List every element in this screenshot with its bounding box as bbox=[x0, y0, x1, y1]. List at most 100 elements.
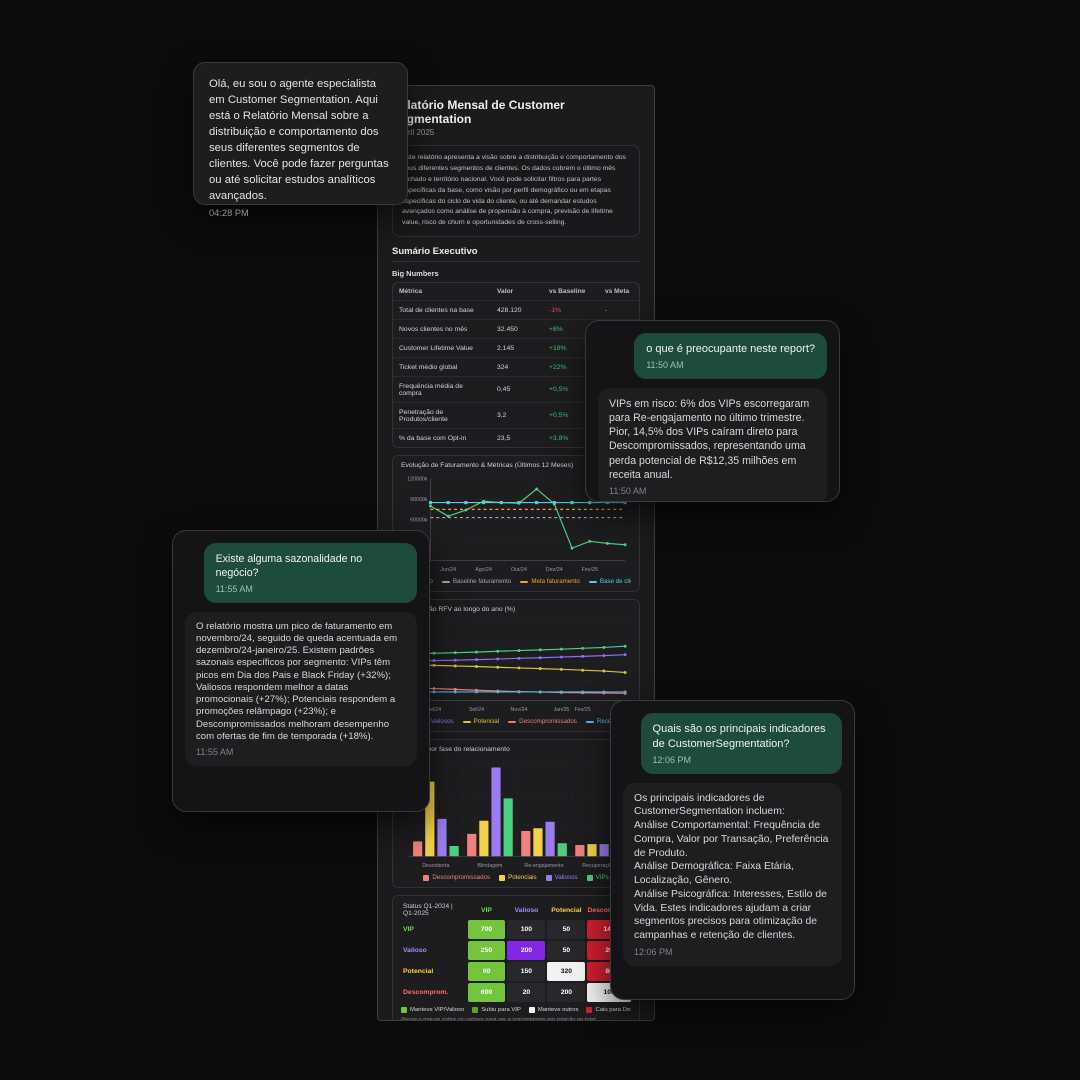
answer-time: 11:55 AM bbox=[196, 747, 234, 758]
phase-bar-chart[interactable]: Descoberta Blindagem Re-engajamento Recuper… bbox=[401, 756, 631, 872]
answer-text: VIPs em risco: 6% dos VIPs escorregaram … bbox=[609, 397, 810, 481]
question-time: 11:55 AM bbox=[215, 583, 253, 594]
matrix-cell[interactable]: 700 bbox=[467, 920, 506, 940]
legend-item: Descompromissados bbox=[508, 718, 577, 725]
answer-bubble-indicators: Os principais indicadores de CustomerSeg… bbox=[623, 782, 842, 966]
chat-card-risk: o que é preocupante neste report? 11:50 … bbox=[585, 320, 840, 502]
table-cell: % da base com Opt-in bbox=[399, 434, 467, 442]
legend-item: Potencial bbox=[462, 718, 499, 725]
matrix-cell[interactable]: 60 bbox=[467, 962, 506, 982]
table-cell: 324 bbox=[491, 357, 543, 378]
legend-swatch bbox=[545, 874, 552, 881]
question-bubble-risk: o que é preocupante neste report? 11:50 … bbox=[634, 333, 827, 379]
matrix-legend: Manteve VIP/Valioso Subiu para VIP Manteve… bbox=[401, 1007, 631, 1014]
matrix-column-header: Valioso bbox=[514, 906, 539, 914]
svg-text:Out/24: Out/24 bbox=[511, 567, 527, 573]
table-cell: - bbox=[599, 300, 639, 321]
table-cell: Frequência média de compra bbox=[393, 376, 491, 404]
matrix-cell[interactable]: 250 bbox=[467, 941, 506, 961]
chat-bubble-intro: Olá, eu sou o agente especialista em Cus… bbox=[193, 62, 408, 218]
table-cell: 2.145 bbox=[491, 338, 543, 359]
matrix-row-label: Descomprom. bbox=[403, 989, 449, 997]
question-text: Existe alguma sazonalidade no negócio? bbox=[215, 553, 363, 580]
matrix-cell[interactable]: 50 bbox=[547, 941, 586, 961]
svg-text:90000k: 90000k bbox=[410, 497, 428, 503]
matrix-cell[interactable]: 100 bbox=[507, 920, 546, 940]
phase-bar-chart-legend: Descompromissados Potenciais Valiosos VIPs bbox=[401, 874, 631, 881]
legend-item: Subiu para VIP bbox=[472, 1007, 521, 1014]
migration-matrix: Status Q1-2024 | Q1-2025 VIP Valioso Potenc… bbox=[401, 902, 631, 1003]
svg-text:Descoberta: Descoberta bbox=[422, 863, 449, 869]
matrix-column-header: VIP bbox=[480, 906, 492, 914]
table-cell: -1% bbox=[543, 300, 599, 321]
legend-item: Valiosos bbox=[545, 874, 578, 881]
matrix-cell[interactable]: 600 bbox=[467, 983, 506, 1003]
report-intro: Este relatório apresenta a visão sobre a… bbox=[392, 145, 640, 238]
svg-text:Ago/24: Ago/24 bbox=[475, 567, 492, 573]
table-cell: Total de clientes na base bbox=[393, 300, 491, 321]
column-header: vs Meta bbox=[599, 283, 639, 302]
legend-swatch bbox=[472, 1007, 479, 1014]
matrix-note: Passe o mouse sobre os valores para ver … bbox=[401, 1017, 598, 1021]
report-subtitle: – Abril 2025 bbox=[392, 128, 435, 137]
legend-swatch bbox=[585, 720, 594, 723]
legend-swatch bbox=[499, 874, 506, 881]
section-title-executive-summary: Sumário Executivo bbox=[392, 246, 640, 263]
migration-matrix-card: Status Q1-2024 | Q1-2025 VIP Valioso Potenc… bbox=[392, 895, 640, 1021]
answer-time: 11:50 AM bbox=[609, 485, 647, 496]
matrix-cell[interactable]: 50 bbox=[547, 920, 586, 940]
svg-text:Re-engajamento: Re-engajamento bbox=[524, 863, 563, 869]
question-bubble-seasonality: Existe alguma sazonalidade no negócio? 1… bbox=[203, 543, 417, 603]
question-time: 11:50 AM bbox=[646, 359, 684, 370]
svg-text:Fev/25: Fev/25 bbox=[582, 567, 598, 573]
table-cell: Customer Lifetime Value bbox=[393, 338, 491, 359]
legend-swatch bbox=[462, 720, 471, 723]
rfv-chart-title: Distribuição RFV ao longo do ano (%) bbox=[401, 606, 516, 614]
legend-item: Descompromissados bbox=[423, 874, 490, 881]
legend-item: Meta faturamento bbox=[520, 578, 580, 585]
svg-text:Blindagem: Blindagem bbox=[477, 863, 503, 869]
legend-swatch bbox=[528, 1007, 535, 1014]
matrix-cell[interactable]: 200 bbox=[547, 983, 586, 1003]
matrix-row-label: Potencial bbox=[403, 968, 434, 976]
legend-swatch bbox=[508, 720, 517, 723]
legend-item: Caiu para Descomprom. bbox=[586, 1007, 631, 1014]
big-numbers-label: Big Numbers bbox=[392, 269, 439, 279]
question-time: 12:06 PM bbox=[652, 754, 692, 765]
matrix-cell[interactable]: 20 bbox=[507, 983, 546, 1003]
matrix-title: Status Q1-2024 | Q1-2025 bbox=[403, 903, 453, 918]
matrix-column-header: Descomprom bbox=[587, 902, 631, 918]
rfv-chart-legend: VIPsValiososPotencialDescompromissadosRe… bbox=[401, 718, 631, 725]
table-cell: 23,5 bbox=[497, 434, 511, 442]
legend-item: Manteve VIP/Valioso bbox=[401, 1007, 464, 1014]
legend-swatch bbox=[520, 580, 529, 583]
column-header: Valor bbox=[491, 283, 543, 302]
table-cell: 32.450 bbox=[491, 319, 543, 340]
svg-text:Jul/24: Jul/24 bbox=[427, 707, 441, 713]
legend-swatch bbox=[586, 874, 593, 881]
legend-swatch bbox=[441, 580, 450, 583]
phase-bar-chart-title: Clientes por fase do relacionamento bbox=[401, 746, 510, 754]
column-header: Métrica bbox=[393, 283, 491, 302]
chat-card-indicators: Quais são os principais indicadores de C… bbox=[610, 700, 855, 1000]
column-header: vs Baseline bbox=[543, 283, 599, 302]
matrix-cell[interactable]: 150 bbox=[507, 962, 546, 982]
svg-text:Fev/25: Fev/25 bbox=[575, 707, 591, 713]
big-numbers-table: Métrica Valor vs Baseline vs Meta Total de c… bbox=[393, 283, 639, 447]
table-row: Total de clientes na base 428.120 -1% - bbox=[393, 300, 639, 321]
matrix-cell[interactable]: 200 bbox=[507, 941, 546, 961]
legend-swatch bbox=[423, 874, 430, 881]
matrix-cell[interactable]: 320 bbox=[547, 962, 586, 982]
matrix-column-header: Potencial bbox=[551, 906, 582, 914]
svg-text:Jun/24: Jun/24 bbox=[440, 567, 456, 573]
question-bubble-indicators: Quais são os principais indicadores de C… bbox=[640, 713, 842, 774]
answer-bubble-risk: VIPs em risco: 6% dos VIPs escorregaram … bbox=[598, 387, 827, 501]
answer-bubble-seasonality: O relatório mostra um pico de faturament… bbox=[185, 611, 417, 767]
intro-message-time: 04:28 PM bbox=[209, 208, 249, 219]
legend-item: VIPs bbox=[586, 874, 609, 881]
rfv-line-chart[interactable]: Jun/24Jul/24Set/24Nov/24Jan/25Fev/25Abr/… bbox=[401, 616, 631, 716]
phase-bar-chart-card: Clientes por fase do relacionamento Desc… bbox=[392, 739, 640, 889]
legend-swatch bbox=[401, 1007, 407, 1014]
